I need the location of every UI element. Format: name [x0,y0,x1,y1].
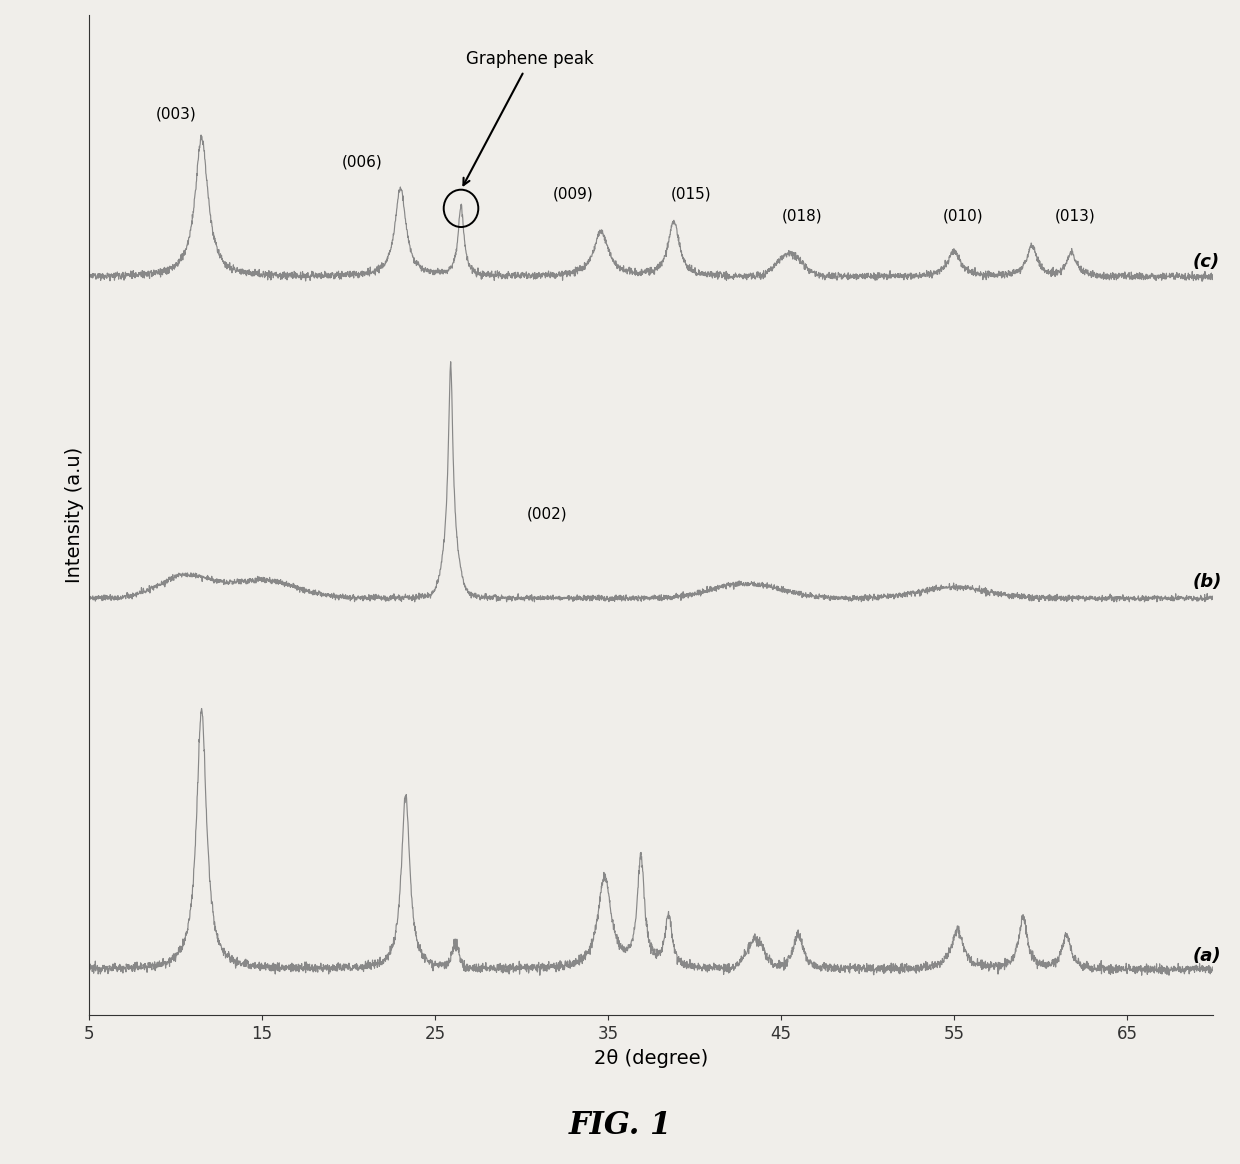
Text: (013): (013) [1055,208,1095,223]
Text: (006): (006) [342,155,383,170]
Text: (b): (b) [1193,573,1221,591]
Text: (018): (018) [781,208,822,223]
Y-axis label: Intensity (a.u): Intensity (a.u) [64,447,83,583]
Text: (010): (010) [942,208,983,223]
Text: (009): (009) [553,186,594,201]
Text: (c): (c) [1193,253,1220,271]
Text: FIG. 1: FIG. 1 [568,1109,672,1141]
Text: (002): (002) [527,506,568,521]
X-axis label: 2θ (degree): 2θ (degree) [594,1049,708,1067]
Text: (015): (015) [671,186,712,201]
Text: (a): (a) [1193,946,1221,965]
Text: (003): (003) [155,107,196,122]
Text: Graphene peak: Graphene peak [464,50,594,185]
